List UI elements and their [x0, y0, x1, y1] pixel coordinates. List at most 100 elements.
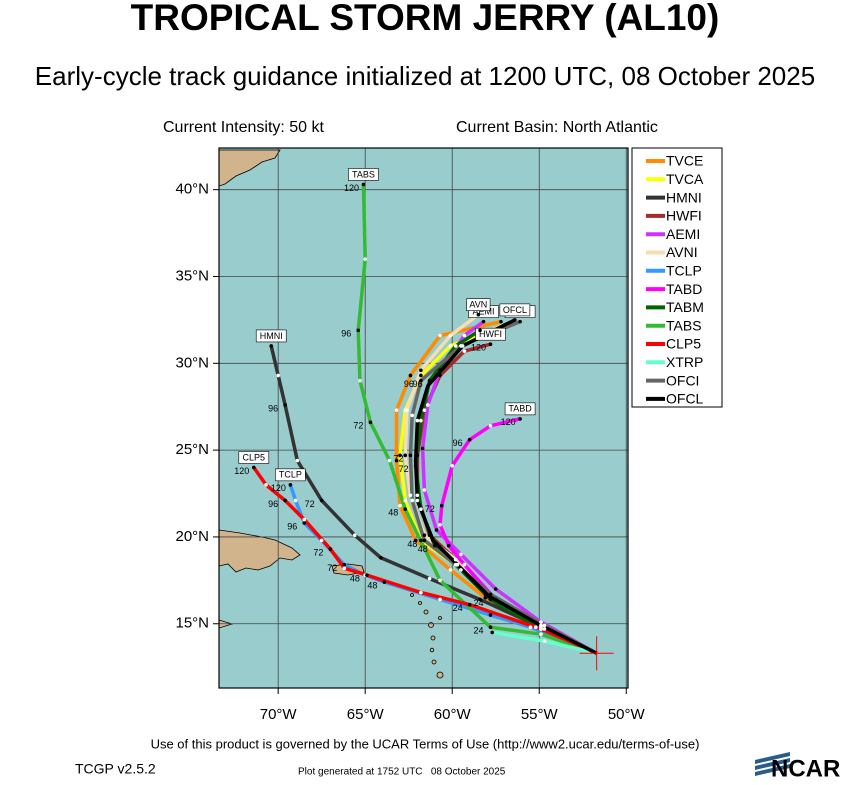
hour-label: 48 [350, 574, 360, 584]
track-point [394, 458, 399, 463]
logo: NCAR [755, 752, 840, 782]
hour-label: 72 [327, 563, 337, 573]
hour-label: 96 [413, 379, 423, 389]
terms: Use of this product is governed by the U… [151, 736, 700, 751]
track-point [438, 578, 442, 583]
track-point [478, 328, 482, 333]
legend-label: HMNI [666, 189, 702, 205]
hour-label: 48 [367, 580, 377, 590]
legend-label: TVCE [666, 153, 703, 169]
track-point [415, 493, 420, 498]
legend-label: TABM [666, 299, 704, 315]
track-point [533, 625, 538, 630]
track-point [459, 568, 463, 572]
track-point [453, 557, 458, 562]
track-point [439, 503, 444, 508]
track-point [387, 458, 392, 463]
track-point [478, 597, 482, 602]
track-point [419, 378, 423, 383]
track-point [453, 344, 458, 348]
track-end-box [499, 303, 531, 317]
track-point [427, 576, 432, 581]
y-tick-label: 25°N [175, 441, 209, 458]
track-point [288, 483, 293, 487]
track-point [448, 333, 453, 338]
track-point [319, 498, 324, 503]
track-end-label: TABD [508, 404, 532, 414]
track-point [426, 403, 430, 407]
track-point [502, 323, 507, 327]
legend-label: TCLP [666, 263, 702, 279]
track-point [460, 344, 465, 348]
track-point [542, 627, 547, 631]
track-point [252, 465, 256, 470]
track-point [426, 384, 430, 388]
hour-label: 72 [399, 464, 409, 474]
hour-label: 24 [473, 626, 483, 636]
track-end-box [466, 298, 491, 311]
track-point [488, 342, 493, 347]
track-point [419, 373, 423, 378]
track-point [459, 552, 463, 557]
track-point [448, 344, 453, 348]
track-point [486, 594, 491, 598]
track-point [422, 533, 427, 538]
track-point [410, 413, 414, 418]
track-point [422, 408, 427, 412]
track-point [408, 493, 413, 498]
track-point [490, 630, 495, 635]
track-point [518, 319, 522, 324]
track-end-box [275, 468, 306, 482]
legend-label: AVNI [666, 244, 698, 260]
track-point [422, 488, 427, 492]
hour-label: 72 [393, 454, 403, 464]
track-point [542, 639, 547, 643]
basin: Current Basin: North Atlantic [456, 119, 658, 136]
track-point [462, 562, 467, 567]
track-point [419, 590, 423, 595]
x-tick-label: 70°W [260, 706, 298, 723]
track-point [302, 521, 307, 525]
track-point [295, 458, 300, 463]
track-point [319, 538, 324, 543]
track-point [446, 543, 451, 548]
hour-label: 120 [271, 483, 286, 493]
track-point [405, 408, 409, 412]
track-end-box [504, 402, 536, 416]
x-tick-label: 50°W [608, 706, 646, 723]
track-point [413, 458, 418, 463]
hour-label: 72 [353, 421, 363, 431]
track-point [420, 446, 425, 451]
track-point [539, 632, 543, 636]
track-point [342, 566, 347, 570]
hour-label: 48 [418, 544, 428, 554]
track-point [476, 312, 481, 317]
y-tick-label: 20°N [175, 528, 209, 545]
hour-label: 24 [473, 598, 483, 608]
hour-label: 120 [501, 417, 516, 427]
track-end-box [475, 327, 506, 341]
track-point [539, 623, 543, 628]
track-point [398, 503, 402, 508]
track-point [499, 319, 503, 324]
track-end-label: OFCL [503, 305, 527, 315]
hour-label: 72 [305, 499, 315, 509]
track-point [302, 517, 307, 522]
track-end-label: HWFI [479, 329, 502, 339]
hour-label: 120 [344, 183, 359, 193]
hour-label: 96 [287, 521, 297, 531]
legend-label: TABD [666, 281, 702, 297]
track-point [408, 453, 413, 458]
legend-label: OFCL [666, 391, 704, 407]
track-point [328, 547, 333, 551]
x-tick-label: 55°W [521, 706, 559, 723]
track-point [264, 483, 268, 487]
track-end-box [238, 451, 270, 464]
track-point [403, 453, 408, 458]
track-point [356, 328, 361, 333]
track-point [483, 595, 488, 600]
track-point [403, 498, 408, 503]
track-point [419, 368, 423, 373]
subtitle: Early-cycle track guidance initialized a… [35, 61, 815, 91]
